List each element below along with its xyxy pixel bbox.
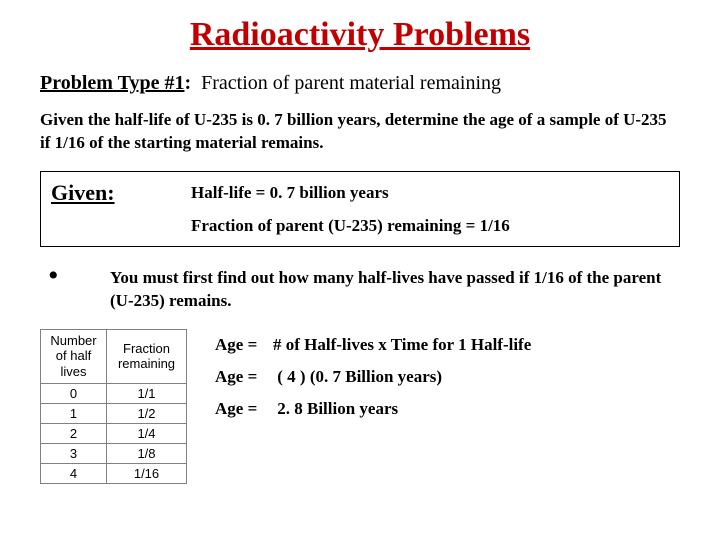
equation-3: Age = 2. 8 Billion years [215, 399, 531, 419]
cell-f: 1/2 [107, 403, 187, 423]
problem-type-sep: : [184, 72, 191, 94]
cell-f: 1/16 [107, 463, 187, 483]
bullet-text: You must first find out how many half-li… [110, 267, 680, 313]
problem-statement: Given the half-life of U-235 is 0. 7 bil… [40, 109, 680, 155]
cell-f: 1/1 [107, 383, 187, 403]
equations: Age =# of Half-lives x Time for 1 Half-l… [215, 329, 531, 431]
eq3-lhs: Age = [215, 399, 273, 419]
halflife-table: Number of half lives Fraction remaining … [40, 329, 187, 484]
given-label: Given: [51, 180, 191, 206]
table-header-frac: Fraction remaining [107, 329, 187, 383]
table-row: 31/8 [41, 443, 187, 463]
problem-type-row: Problem Type #1: Fraction of parent mate… [40, 72, 680, 95]
equation-1: Age =# of Half-lives x Time for 1 Half-l… [215, 335, 531, 355]
cell-n: 2 [41, 423, 107, 443]
bullet-icon: • [40, 267, 110, 313]
cell-n: 0 [41, 383, 107, 403]
given-line-1: Half-life = 0. 7 billion years [191, 180, 389, 206]
eq3-rhs: 2. 8 Billion years [273, 399, 398, 418]
table-row: 41/16 [41, 463, 187, 483]
cell-n: 1 [41, 403, 107, 423]
problem-type-label: Problem Type #1 [40, 72, 184, 94]
cell-n: 4 [41, 463, 107, 483]
eq1-lhs: Age = [215, 335, 273, 355]
table-row: 11/2 [41, 403, 187, 423]
lower-section: Number of half lives Fraction remaining … [40, 329, 680, 484]
given-box: Given: Half-life = 0. 7 billion years Fr… [40, 171, 680, 247]
bullet-row: • You must first find out how many half-… [40, 267, 680, 313]
problem-type-desc: Fraction of parent material remaining [201, 72, 501, 94]
page-title: Radioactivity Problems [40, 16, 680, 54]
eq1-rhs: # of Half-lives x Time for 1 Half-life [273, 335, 531, 354]
equation-2: Age = ( 4 ) (0. 7 Billion years) [215, 367, 531, 387]
cell-n: 3 [41, 443, 107, 463]
cell-f: 1/4 [107, 423, 187, 443]
table-row: 01/1 [41, 383, 187, 403]
eq2-lhs: Age = [215, 367, 273, 387]
cell-f: 1/8 [107, 443, 187, 463]
table-header-num: Number of half lives [41, 329, 107, 383]
given-line-2: Fraction of parent (U-235) remaining = 1… [51, 216, 669, 236]
table-row: 21/4 [41, 423, 187, 443]
eq2-rhs: ( 4 ) (0. 7 Billion years) [273, 367, 442, 386]
